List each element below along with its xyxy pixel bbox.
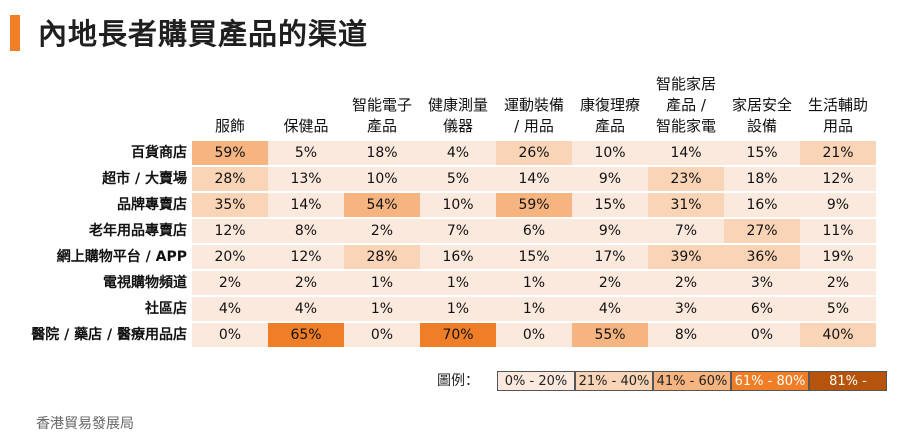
heatmap-cell: 9% [572, 219, 648, 243]
column-header: 服飾 [214, 117, 245, 135]
heatmap-cell: 40% [800, 323, 876, 347]
row-label: 超市 / 大賣場 [102, 171, 187, 187]
heatmap-cell: 15% [724, 141, 800, 165]
heatmap-cell: 4% [572, 297, 648, 321]
title-accent-bar [10, 15, 20, 51]
row-label: 品牌專賣店 [117, 197, 187, 213]
heatmap-cell: 54% [344, 193, 420, 217]
heatmap-cell: 3% [648, 297, 724, 321]
heatmap-cell: 13% [268, 167, 344, 191]
heatmap-cell: 5% [800, 297, 876, 321]
legend-swatch: 41% - 60% [653, 371, 731, 391]
heatmap-cell: 36% [724, 245, 800, 269]
legend-swatch: 81% - 100% [809, 371, 887, 409]
heatmap-cell: 2% [192, 271, 268, 295]
heatmap-cell: 5% [268, 141, 344, 165]
heatmap-cell: 18% [344, 141, 420, 165]
heatmap-cell: 2% [800, 271, 876, 295]
legend-label: 圖例： [437, 373, 479, 389]
heatmap-cell: 55% [572, 323, 648, 347]
heatmap-cell: 59% [496, 193, 572, 217]
heatmap-cell: 18% [724, 167, 800, 191]
heatmap-cell: 0% [724, 323, 800, 347]
heatmap-cell: 7% [420, 219, 496, 243]
heatmap-cell: 28% [344, 245, 420, 269]
heatmap-cell: 15% [496, 245, 572, 269]
heatmap-cell: 59% [192, 141, 268, 165]
heatmap-cell: 9% [800, 193, 876, 217]
heatmap-cell: 23% [648, 167, 724, 191]
heatmap-cell: 2% [572, 271, 648, 295]
column-header: 生活輔助 用品 [807, 96, 868, 135]
legend-swatch: 21% - 40% [575, 371, 653, 391]
heatmap-cell: 16% [724, 193, 800, 217]
heatmap-cell: 28% [192, 167, 268, 191]
heatmap-cell: 4% [268, 297, 344, 321]
heatmap-cell: 16% [420, 245, 496, 269]
heatmap-cell: 9% [572, 167, 648, 191]
legend-swatch: 61% - 80% [731, 371, 809, 391]
heatmap-cell: 1% [496, 271, 572, 295]
row-label: 醫院 / 藥店 / 醫療用品店 [31, 327, 187, 343]
heatmap-cell: 14% [496, 167, 572, 191]
heatmap-cell: 2% [648, 271, 724, 295]
legend-swatch: 0% - 20% [497, 371, 575, 391]
heatmap-cell: 27% [724, 219, 800, 243]
heatmap-cell: 0% [192, 323, 268, 347]
heatmap-cell: 2% [268, 271, 344, 295]
heatmap-cell: 12% [192, 219, 268, 243]
heatmap-cell: 1% [344, 297, 420, 321]
row-label: 老年用品專賣店 [89, 223, 187, 239]
heatmap-cell: 6% [496, 219, 572, 243]
row-label: 網上購物平台 / APP [56, 249, 187, 265]
heatmap-cell: 0% [344, 323, 420, 347]
heatmap-cell: 10% [420, 193, 496, 217]
column-header: 康復理療 產品 [579, 96, 640, 135]
heatmap-cell: 14% [648, 141, 724, 165]
heatmap-cell: 7% [648, 219, 724, 243]
row-label: 百貨商店 [131, 145, 187, 161]
heatmap-cell: 5% [420, 167, 496, 191]
heatmap-cell: 65% [268, 323, 344, 347]
heatmap-cell: 4% [192, 297, 268, 321]
heatmap-cell: 4% [420, 141, 496, 165]
heatmap-cell: 15% [572, 193, 648, 217]
heatmap-cell: 20% [192, 245, 268, 269]
heatmap-cell: 26% [496, 141, 572, 165]
heatmap-cell: 19% [800, 245, 876, 269]
heatmap-cell: 39% [648, 245, 724, 269]
heatmap-cell: 2% [344, 219, 420, 243]
heatmap-cell: 35% [192, 193, 268, 217]
column-header: 智能家居 產品 / 智能家電 [655, 75, 716, 135]
column-header: 保健品 [283, 117, 329, 135]
heatmap-cell: 1% [496, 297, 572, 321]
row-label: 社區店 [145, 301, 187, 317]
heatmap-cell: 21% [800, 141, 876, 165]
heatmap-cell: 31% [648, 193, 724, 217]
heatmap-cell: 1% [420, 271, 496, 295]
heatmap-cell: 12% [800, 167, 876, 191]
heatmap-cell: 10% [344, 167, 420, 191]
heatmap-cell: 3% [724, 271, 800, 295]
heatmap-cell: 12% [268, 245, 344, 269]
column-header: 運動裝備 / 用品 [503, 96, 564, 135]
heatmap-cell: 14% [268, 193, 344, 217]
column-header: 智能電子 產品 [351, 96, 412, 135]
source-note: 香港貿易發展局 [36, 416, 134, 432]
heatmap-cell: 11% [800, 219, 876, 243]
heatmap-cell: 0% [496, 323, 572, 347]
heatmap-cell: 8% [648, 323, 724, 347]
heatmap-cell: 8% [268, 219, 344, 243]
heatmap-cell: 6% [724, 297, 800, 321]
heatmap-cell: 1% [420, 297, 496, 321]
row-label: 電視購物頻道 [103, 275, 187, 291]
chart-title: 內地長者購買產品的渠道 [38, 17, 369, 51]
column-header: 健康測量 儀器 [427, 96, 488, 135]
heatmap-cell: 70% [420, 323, 496, 347]
heatmap-cell: 10% [572, 141, 648, 165]
heatmap-cell: 1% [344, 271, 420, 295]
heatmap-cell: 17% [572, 245, 648, 269]
column-header: 家居安全 設備 [731, 96, 792, 135]
